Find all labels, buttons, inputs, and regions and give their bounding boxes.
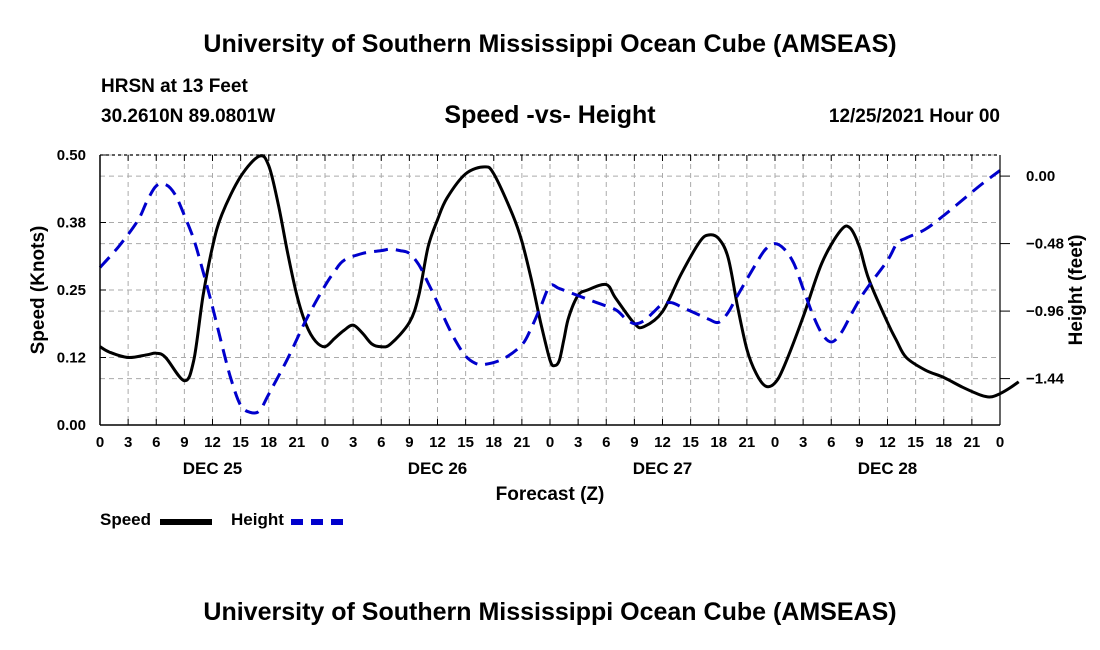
y2-tick-label: −0.48 <box>1026 236 1064 253</box>
y2-axis-label: Height (feet) <box>1066 235 1087 346</box>
legend-height-swatch <box>291 519 343 525</box>
x-tick-label: 15 <box>682 434 699 451</box>
legend-speed-label: Speed <box>100 510 152 529</box>
x-tick-label: 3 <box>574 434 582 451</box>
y-tick-label: 0.25 <box>57 282 86 299</box>
x-tick-label: 0 <box>321 434 329 451</box>
date-stamp: 12/25/2021 Hour 00 <box>828 106 1000 127</box>
coordinates-label: 30.2610N 89.0801W <box>101 106 276 127</box>
series-height <box>98 169 1001 415</box>
day-label: DEC 25 <box>183 459 243 478</box>
x-tick-label: 18 <box>935 434 952 451</box>
x-tick-label: 12 <box>879 434 896 451</box>
x-tick-label: 0 <box>546 434 554 451</box>
x-tick-label: 0 <box>771 434 779 451</box>
y-tick-label: 0.50 <box>57 147 86 164</box>
x-tick-label: 12 <box>654 434 671 451</box>
y-tick-label: 0.38 <box>57 215 86 232</box>
day-label: DEC 26 <box>408 459 468 478</box>
series-speed <box>99 154 1020 399</box>
y-tick-label: 0.00 <box>57 417 86 434</box>
station-label: HRSN at 13 Feet <box>101 76 248 97</box>
y-axis-label: Speed (Knots) <box>28 226 49 355</box>
chart-subtitle: Speed -vs- Height <box>444 101 656 129</box>
x-tick-label: 3 <box>349 434 357 451</box>
x-tick-label: 12 <box>429 434 446 451</box>
x-tick-label: 9 <box>630 434 638 451</box>
series-layer <box>98 154 1020 415</box>
x-tick-label: 6 <box>602 434 610 451</box>
legend-height-label: Height <box>231 510 284 529</box>
x-tick-label: 3 <box>124 434 132 451</box>
x-tick-label: 9 <box>855 434 863 451</box>
x-tick-label: 21 <box>964 434 981 451</box>
chart-title: University of Southern Mississippi Ocean… <box>203 30 897 58</box>
y2-tick-label: −0.96 <box>1026 303 1064 320</box>
x-tick-label: 12 <box>204 434 221 451</box>
axes: 0 3 6 9 12 15 18 21 0 3 6 9 12 15 18 21 0 3 6 9 12 15 18 21 0 3 6 9… <box>57 147 1065 478</box>
x-tick-label: 3 <box>799 434 807 451</box>
x-tick-label: 18 <box>260 434 277 451</box>
x-tick-label: 18 <box>485 434 502 451</box>
x-tick-label: 21 <box>514 434 531 451</box>
x-axis-label: Forecast (Z) <box>496 484 605 505</box>
y2-tick-label: 0.00 <box>1026 168 1055 185</box>
footer-title: University of Southern Mississippi Ocean… <box>203 598 897 626</box>
x-tick-label: 18 <box>710 434 727 451</box>
x-tick-label: 15 <box>232 434 249 451</box>
day-label: DEC 27 <box>633 459 693 478</box>
y2-tick-label: −1.44 <box>1026 371 1065 388</box>
x-tick-label: 21 <box>289 434 306 451</box>
x-tick-label: 15 <box>457 434 474 451</box>
x-tick-label: 0 <box>996 434 1004 451</box>
x-tick-label: 9 <box>180 434 188 451</box>
x-tick-label: 15 <box>907 434 924 451</box>
x-tick-label: 6 <box>152 434 160 451</box>
day-label: DEC 28 <box>858 459 918 478</box>
legend-speed-swatch <box>160 519 212 525</box>
x-tick-label: 0 <box>96 434 104 451</box>
x-tick-label: 6 <box>827 434 835 451</box>
y-tick-label: 0.12 <box>57 350 86 367</box>
x-tick-label: 9 <box>405 434 413 451</box>
x-tick-label: 6 <box>377 434 385 451</box>
x-tick-label: 21 <box>739 434 756 451</box>
